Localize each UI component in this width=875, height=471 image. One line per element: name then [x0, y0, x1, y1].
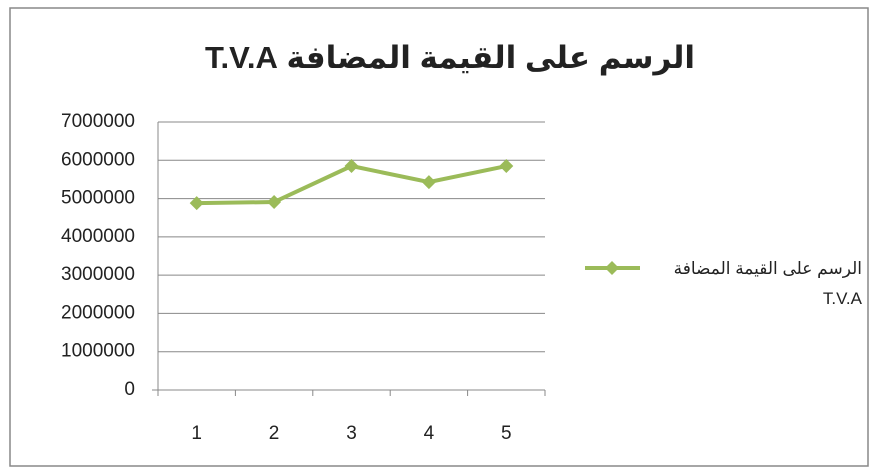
data-point	[189, 196, 204, 211]
chart-title: الرسم على القيمة المضافة T.V.A	[205, 40, 695, 76]
y-tick-label: 4000000	[61, 226, 135, 247]
y-tick-label: 0	[124, 379, 135, 400]
x-tick-label: 4	[424, 423, 435, 444]
data-point	[344, 159, 359, 174]
data-point	[421, 175, 436, 190]
y-tick-label: 1000000	[61, 341, 135, 362]
y-tick-label: 5000000	[61, 188, 135, 209]
data-point	[267, 195, 282, 210]
x-tick-label: 5	[501, 423, 512, 444]
y-tick-label: 7000000	[61, 111, 135, 132]
legend-marker	[605, 261, 619, 275]
x-tick-label: 1	[191, 423, 202, 444]
x-tick-label: 3	[346, 423, 357, 444]
x-tick-label: 2	[269, 423, 280, 444]
y-tick-label: 3000000	[61, 264, 135, 285]
data-point	[499, 159, 514, 174]
y-tick-label: 6000000	[61, 149, 135, 170]
y-tick-label: 2000000	[61, 302, 135, 323]
legend-label: الرسم على القيمة المضافة T.V.A	[673, 259, 862, 308]
